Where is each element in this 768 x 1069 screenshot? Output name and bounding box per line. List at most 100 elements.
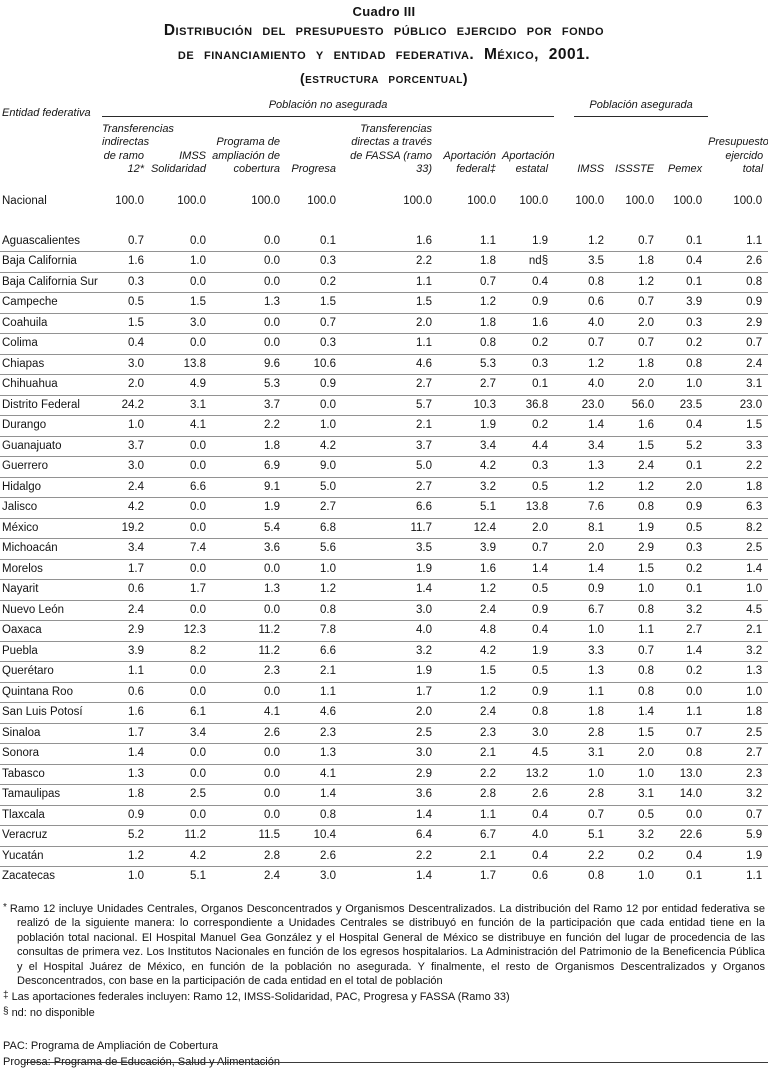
table-row: Tlaxcala 0.9 0.0 0.0 0.8 1.4 1.1 0.4 0.7 0.5 0.0 0.… — [0, 805, 768, 826]
cell-value: 1.5 — [638, 562, 655, 575]
cell-value: 0.0 — [190, 808, 206, 821]
cell-value: 0.0 — [190, 562, 206, 575]
cell-value: 5.2 — [128, 829, 144, 841]
cell-value: 100.0 — [177, 194, 206, 207]
cell-value: 0.5 — [638, 808, 655, 821]
table-row: Oaxaca 2.9 12.3 11.2 7.8 4.0 4.8 0.4 1.0 1.1 2.7 2.… — [0, 620, 768, 642]
cell-value: 0.8 — [588, 870, 605, 882]
cell-value: 0.0 — [190, 460, 206, 472]
cell-value: 13.0 — [679, 767, 703, 780]
cell-value: 5.4 — [264, 521, 280, 534]
cell-value: 14.0 — [679, 788, 703, 800]
cell-value: 1.0 — [638, 870, 655, 882]
row-label: Campeche — [2, 296, 58, 308]
cell-value: 1.6 — [128, 706, 144, 718]
cell-value: 6.6 — [416, 501, 432, 513]
group-poblacion-no-asegurada: Población no asegurada — [102, 97, 555, 117]
row-label: Querétaro — [2, 665, 54, 677]
cell-value: 0.2 — [686, 337, 703, 349]
cell-value: 10.6 — [313, 357, 336, 370]
cell-value: 12.3 — [183, 624, 206, 636]
cell-value: 0.0 — [190, 685, 206, 698]
cell-value: 0.0 — [264, 255, 280, 267]
table-column-header-row: Transferencias indirectas de ramo 12* IM… — [0, 117, 768, 189]
col-imss: IMSS — [577, 163, 605, 175]
cell-value: 5.0 — [320, 480, 336, 493]
cell-value: 0.8 — [480, 337, 496, 349]
row-label: Puebla — [2, 644, 38, 657]
table-row: Zacatecas 1.0 5.1 2.4 3.0 1.4 1.7 0.6 0.8 1.0 0.1 1… — [0, 866, 768, 887]
cell-value: 4.0 — [416, 624, 432, 636]
cell-value: 0.3 — [686, 316, 703, 329]
table-row: Guerrero 3.0 0.0 6.9 9.0 5.0 4.2 0.3 1.3 2.4 0.1 2.… — [0, 456, 768, 478]
group-poblacion-asegurada: Población asegurada — [554, 97, 709, 117]
cell-value: 4.1 — [320, 767, 336, 780]
cell-value: 0.6 — [128, 685, 144, 698]
row-label: Coahuila — [2, 316, 48, 329]
cell-value: 2.9 — [746, 316, 763, 329]
cell-value: 1.9 — [480, 419, 496, 431]
cell-value: 9.6 — [264, 357, 280, 370]
table-row: Morelos 1.7 0.0 0.0 1.0 1.9 1.6 1.4 1.4 1.5 0.2 1.4 — [0, 559, 768, 580]
cell-value: 1.8 — [588, 706, 605, 718]
row-label: Distrito Federal — [2, 398, 80, 411]
cell-value: 0.0 — [686, 685, 703, 698]
cell-value: 0.0 — [190, 767, 206, 780]
cell-value: 0.4 — [532, 808, 549, 821]
table-row: Nayarit 0.6 1.7 1.3 1.2 1.4 1.2 0.5 0.9 1.0 0.1 1.0 — [0, 579, 768, 601]
cell-value: 1.9 — [532, 234, 549, 247]
cell-value: 2.0 — [638, 747, 655, 759]
cell-value: 2.6 — [264, 726, 280, 739]
cell-value: 1.3 — [588, 665, 605, 677]
cell-value: 2.1 — [746, 624, 763, 636]
cell-value: 1.7 — [190, 583, 206, 595]
cell-value: 1.7 — [480, 870, 496, 882]
cell-value: 2.1 — [320, 665, 336, 677]
cell-value: 0.5 — [532, 480, 549, 493]
cell-value: 6.3 — [746, 501, 763, 513]
cell-value: 2.0 — [686, 480, 703, 493]
cell-value: 1.2 — [588, 480, 605, 493]
col-aportacion-estatal: Aportación estatal — [502, 149, 555, 176]
table-row: Campeche 0.5 1.5 1.3 1.5 1.5 1.2 0.9 0.6 0.7 3.9 0.… — [0, 292, 768, 314]
cell-value: 11.7 — [410, 521, 432, 534]
cell-value: 3.9 — [480, 542, 496, 554]
cell-value: 1.4 — [320, 788, 336, 800]
cell-value: 0.2 — [532, 337, 549, 349]
table-row: Sonora 1.4 0.0 0.0 1.3 3.0 2.1 4.5 3.1 2.0 0.8 2.7 — [0, 743, 768, 765]
cell-value: 4.8 — [480, 624, 496, 636]
cell-value: 0.9 — [128, 808, 144, 821]
cell-value: 9.1 — [264, 480, 280, 493]
cell-value: 3.6 — [416, 788, 432, 800]
cell-value: 2.5 — [746, 542, 763, 554]
cell-value: 0.0 — [190, 501, 206, 513]
cell-value: 0.1 — [532, 378, 549, 390]
cell-value: 13.2 — [525, 767, 549, 780]
cell-value: 10.3 — [473, 398, 496, 411]
cell-value: 1.3 — [264, 296, 280, 308]
cell-value: 0.7 — [638, 337, 655, 349]
col-issste: ISSSTE — [614, 163, 655, 175]
cell-value: 1.2 — [320, 583, 336, 595]
cell-value: 13.8 — [183, 357, 206, 370]
cell-value: 11.5 — [258, 829, 280, 841]
cell-value: 0.4 — [686, 849, 703, 862]
cell-value: 2.6 — [320, 849, 336, 862]
cell-value: 3.9 — [686, 296, 703, 308]
cell-value: 0.4 — [532, 275, 549, 288]
row-label: Quintana Roo — [2, 685, 73, 698]
cell-value: 5.2 — [686, 439, 703, 452]
cell-value: 3.6 — [264, 542, 280, 554]
cell-value: 0.8 — [638, 603, 655, 616]
cell-value: 3.2 — [416, 644, 432, 657]
cell-value: 0.3 — [532, 460, 549, 472]
cell-value: 2.2 — [264, 419, 280, 431]
glossary-pac: PAC: Programa de Ampliación de Cobertura — [3, 1040, 219, 1053]
cell-value: 5.6 — [320, 542, 336, 554]
cell-value: 0.0 — [190, 275, 206, 288]
cell-value: 0.8 — [320, 808, 336, 821]
cell-value: 2.4 — [264, 870, 280, 882]
cell-value: 3.2 — [638, 829, 655, 841]
cell-value: 2.2 — [480, 767, 496, 780]
cell-value: 4.9 — [190, 378, 206, 390]
